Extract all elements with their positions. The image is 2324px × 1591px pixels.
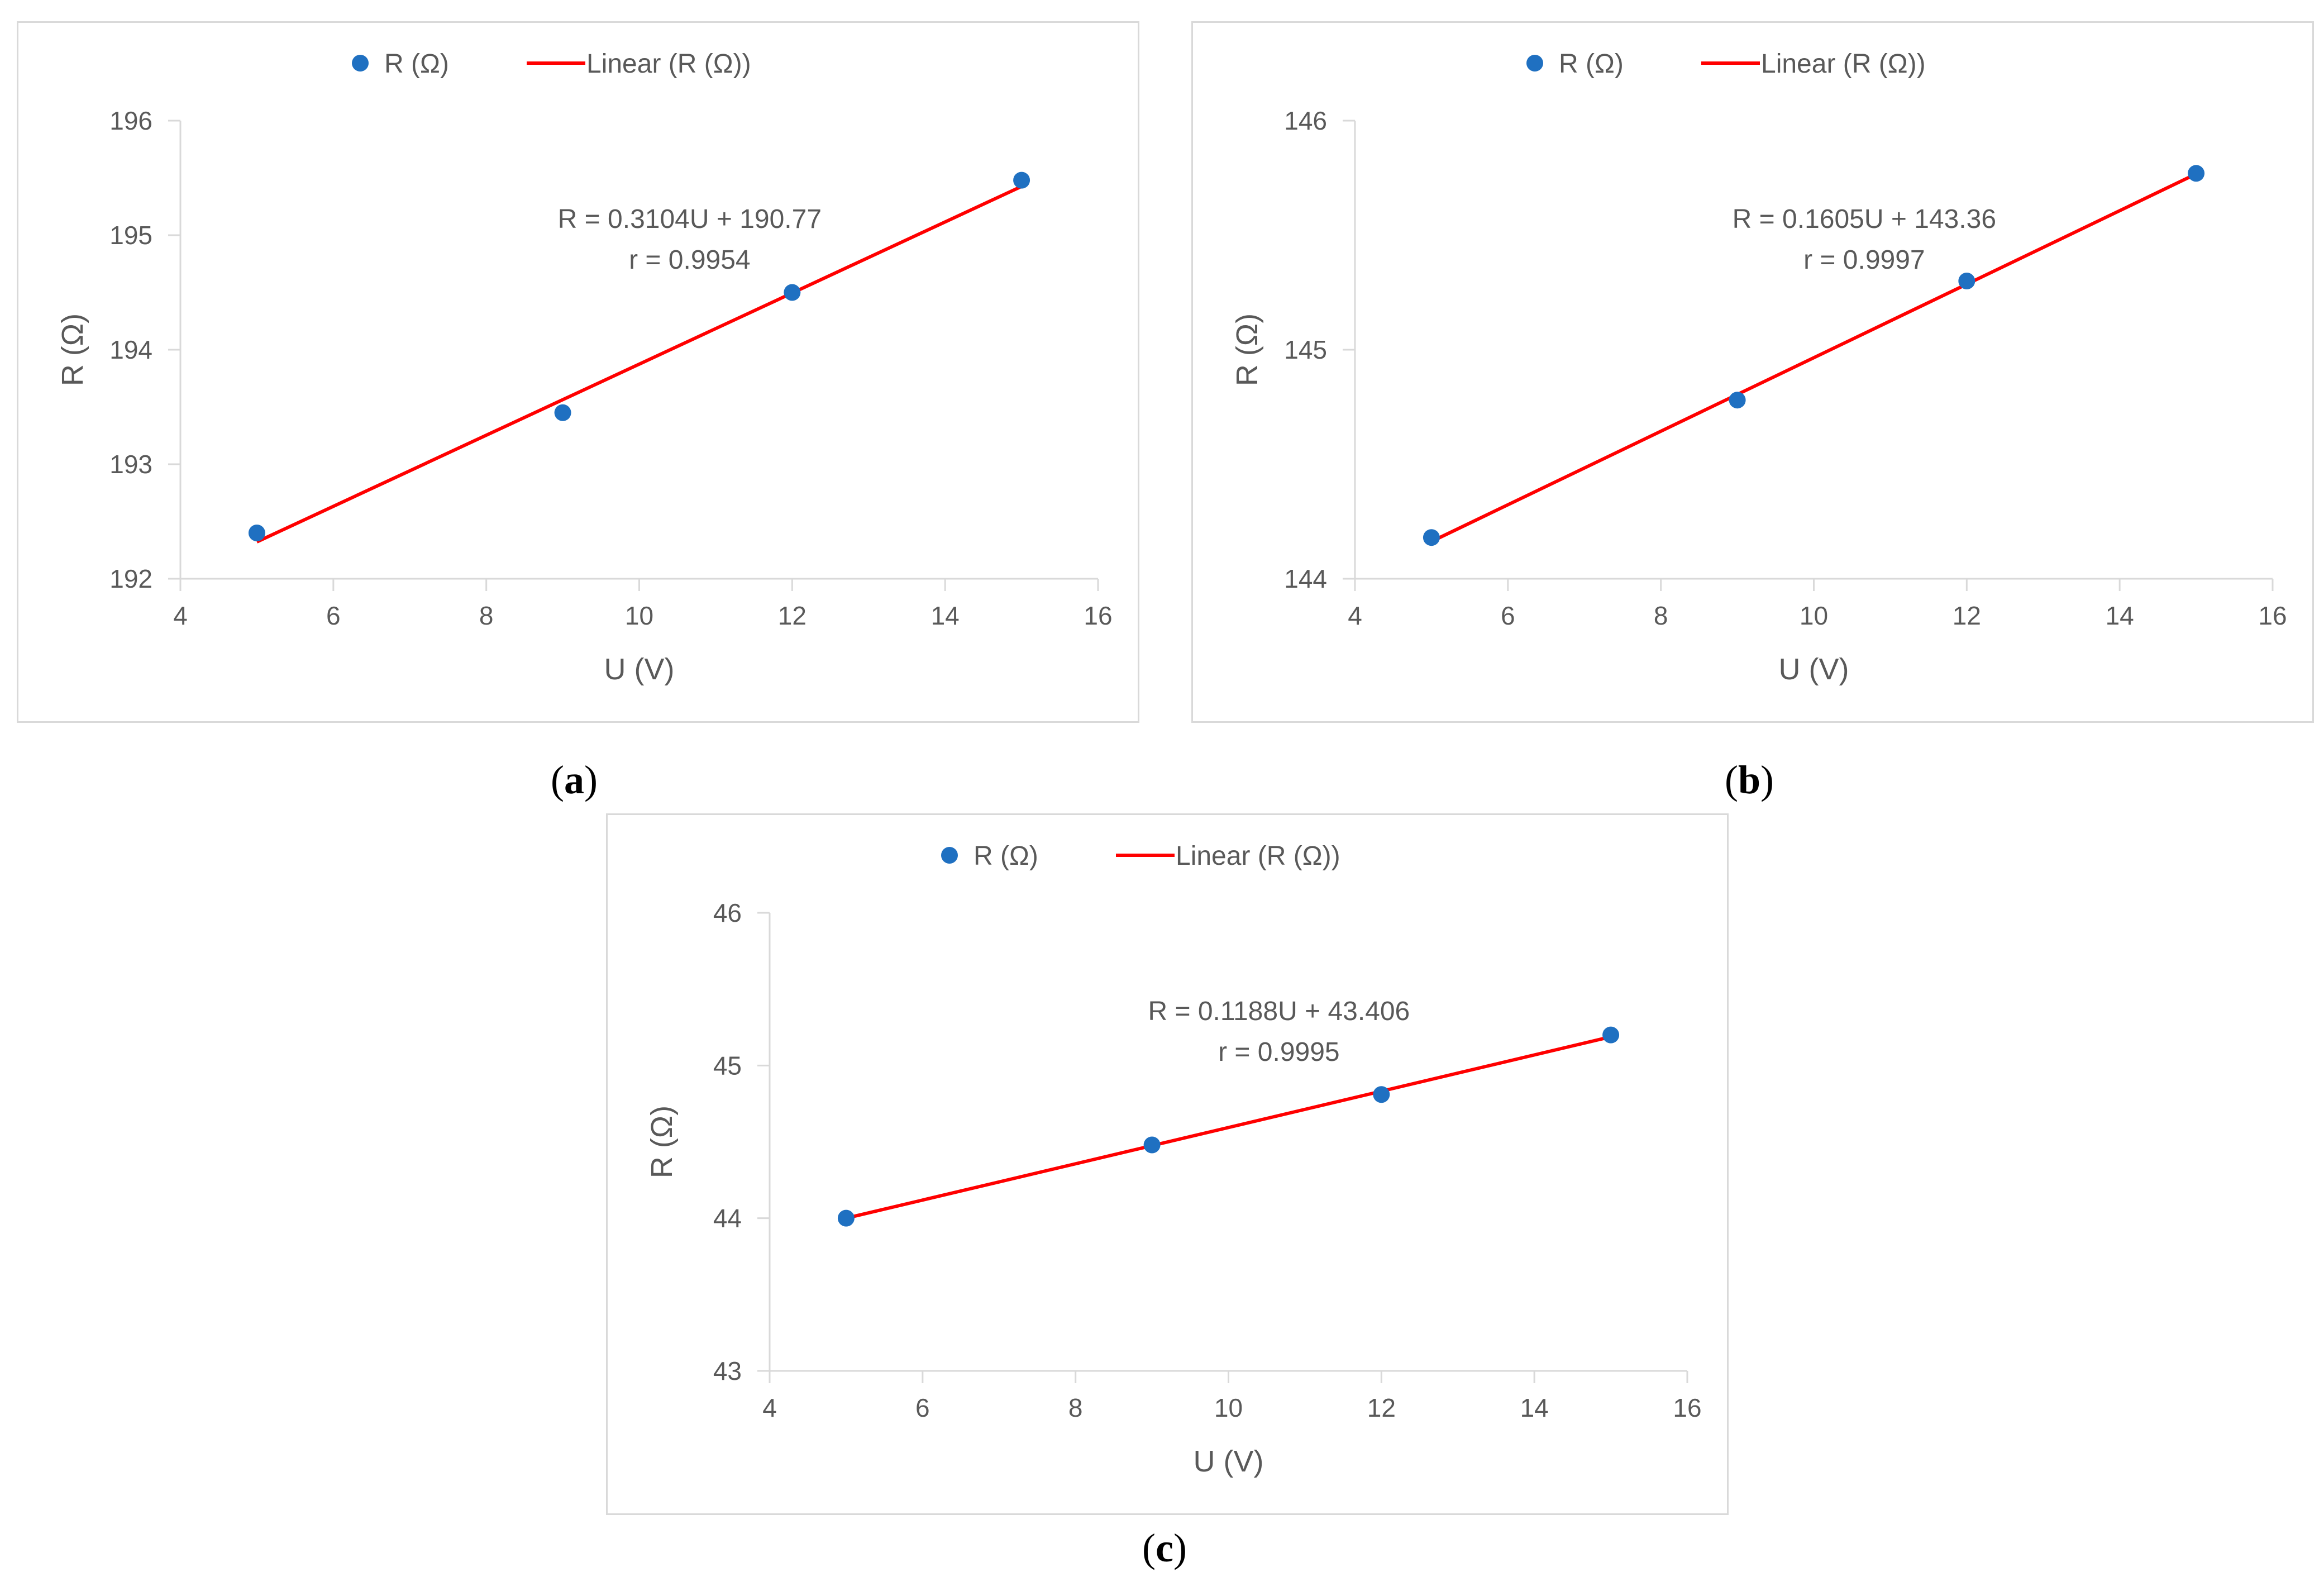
x-tick-label: 16 [1673, 1393, 1701, 1422]
y-tick-label: 144 [1284, 564, 1327, 593]
data-point [1602, 1026, 1620, 1044]
data-point [554, 404, 571, 421]
data-point [1729, 392, 1746, 409]
trendline [1430, 172, 2197, 544]
legend-marker-icon [941, 847, 958, 864]
y-tick-label: 194 [109, 335, 152, 364]
x-tick-label: 14 [2106, 601, 2134, 630]
x-tick-label: 8 [479, 601, 494, 630]
x-tick-label: 14 [1520, 1393, 1549, 1422]
y-axis-title: R (Ω) [1230, 313, 1264, 386]
x-tick-label: 4 [762, 1393, 777, 1422]
y-tick-label: 45 [713, 1051, 742, 1080]
trendline-equation: R = 0.1605U + 143.36 [1733, 204, 1996, 234]
trendline [846, 1035, 1611, 1220]
x-axis-title: U (V) [1779, 652, 1849, 686]
y-tick-label: 146 [1284, 106, 1327, 135]
legend-trendline-label: Linear (R (Ω)) [1761, 49, 1926, 79]
x-tick-label: 12 [1953, 601, 1981, 630]
legend-marker-icon [1526, 55, 1543, 72]
x-tick-label: 8 [1654, 601, 1668, 630]
x-axis-title: U (V) [1194, 1445, 1264, 1478]
x-tick-label: 16 [2258, 601, 2287, 630]
chart-a: 192 193 194 195 196 4 6 8 10 12 14 16 U (V) R (Ω) R = … [17, 21, 1139, 723]
x-tick-label: 6 [915, 1393, 930, 1422]
x-axis-title: U (V) [604, 652, 675, 686]
trendline-equation: R = 0.3104U + 190.77 [558, 204, 822, 234]
correlation-value: r = 0.9995 [1218, 1037, 1340, 1067]
x-tick-label: 6 [1501, 601, 1515, 630]
y-tick-label: 46 [713, 898, 742, 927]
x-tick-label: 12 [778, 601, 807, 630]
y-tick-label: 192 [109, 564, 152, 593]
x-tick-label: 10 [625, 601, 653, 630]
x-tick-label: 16 [1084, 601, 1112, 630]
trendline [256, 184, 1023, 544]
chart-b: 144 145 146 4 6 8 10 12 14 16 U (V) R (Ω) R = 0.1605… [1191, 21, 2314, 723]
y-tick-label: 145 [1284, 335, 1327, 364]
x-tick-label: 10 [1214, 1393, 1243, 1422]
data-point [1423, 529, 1440, 546]
y-tick-label: 44 [713, 1204, 742, 1233]
legend-marker-label: R (Ω) [1559, 49, 1624, 79]
legend-marker-icon [352, 55, 369, 72]
legend-trendline-label: Linear (R (Ω)) [586, 49, 751, 79]
data-point [2188, 165, 2205, 182]
y-tick-label: 195 [109, 221, 152, 250]
y-tick-label: 193 [109, 450, 152, 479]
y-tick-label: 43 [713, 1356, 742, 1385]
x-tick-label: 10 [1800, 601, 1828, 630]
data-point [1958, 273, 1975, 289]
data-point [1373, 1086, 1390, 1103]
legend-marker-label: R (Ω) [384, 49, 449, 79]
panel-label-a: (a) [551, 758, 598, 802]
y-axis-title: R (Ω) [645, 1106, 679, 1178]
y-axis-title: R (Ω) [56, 313, 89, 386]
y-tick-label: 196 [109, 106, 152, 135]
data-point [837, 1209, 855, 1227]
legend-trendline-label: Linear (R (Ω)) [1176, 841, 1340, 871]
chart-a-svg: 192 193 194 195 196 4 6 8 10 12 14 16 U (V) R (Ω) R = … [56, 49, 1113, 686]
x-tick-label: 4 [1348, 601, 1362, 630]
correlation-value: r = 0.9954 [629, 245, 751, 275]
correlation-value: r = 0.9997 [1803, 245, 1925, 275]
x-tick-label: 14 [931, 601, 960, 630]
trendline-equation: R = 0.1188U + 43.406 [1148, 997, 1410, 1026]
data-point [248, 525, 265, 541]
chart-c: 43 44 45 46 4 6 8 10 12 14 16 U (V) R (Ω) R = 0.1188U… [606, 813, 1729, 1515]
x-tick-label: 8 [1068, 1393, 1083, 1422]
chart-b-svg: 144 145 146 4 6 8 10 12 14 16 U (V) R (Ω) R = 0.1605… [1230, 49, 2287, 686]
panel-label-c: (c) [1142, 1526, 1187, 1570]
data-point [784, 284, 801, 301]
data-point [1013, 172, 1030, 189]
panel-label-b: (b) [1725, 758, 1774, 802]
legend-marker-label: R (Ω) [973, 841, 1038, 871]
x-tick-label: 6 [326, 601, 341, 630]
data-point [1143, 1136, 1161, 1154]
x-tick-label: 12 [1367, 1393, 1396, 1422]
x-tick-label: 4 [173, 601, 188, 630]
